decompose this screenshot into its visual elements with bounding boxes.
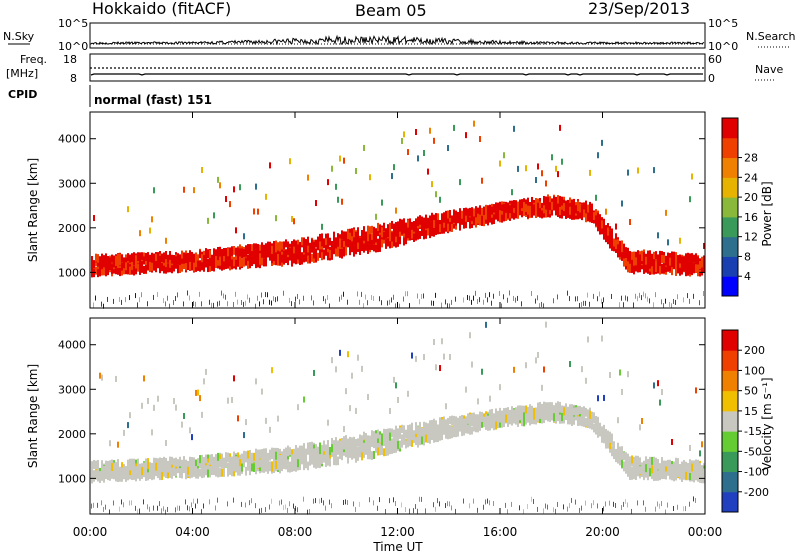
- x-tick-label: 00:00: [73, 525, 108, 539]
- x-tick-label: 08:00: [278, 525, 313, 539]
- freq-tick-bottom-right: 0: [708, 72, 715, 85]
- x-tick-label: 04:00: [175, 525, 210, 539]
- date-title: 23/Sep/2013: [588, 0, 690, 18]
- nsearch-label: N.Search: [746, 30, 796, 43]
- velocity-colorbar-label: Velocity [m s⁻¹]: [760, 377, 774, 470]
- velocity-ylabel: Slant Range [km]: [26, 364, 40, 468]
- colorbar-tick-label: 200: [744, 344, 765, 357]
- cpid-text: normal (fast) 151: [94, 93, 212, 107]
- nsky-panel: N.Sky 10^5 10^0 10^5 10^0 N.Search: [3, 17, 796, 53]
- station-title: Hokkaido (fitACF): [92, 0, 231, 18]
- nsky-tick-bottom-right: 10^0: [708, 40, 738, 53]
- x-tick-label: 00:00: [688, 525, 723, 539]
- colorbar-tick-label: 8: [744, 250, 751, 263]
- nsky-tick-top-left: 10^5: [58, 17, 88, 30]
- colorbar-tick-label: 28: [744, 152, 758, 165]
- colorbar-tick-label: 50: [744, 385, 758, 398]
- freq-tick-top-right: 60: [708, 53, 722, 66]
- nsky-tick-bottom-left: 10^0: [58, 40, 88, 53]
- x-tick-label: 20:00: [585, 525, 620, 539]
- colorbar-tick-label: 20: [744, 191, 758, 204]
- power-colorbar-label: Power [dB]: [760, 181, 774, 246]
- colorbar-tick-label: -50: [744, 445, 762, 458]
- colorbar-tick-label: -200: [744, 486, 769, 499]
- y-tick-label: 3000: [58, 383, 86, 396]
- y-tick-label: 4000: [58, 339, 86, 352]
- power-ylabel: Slant Range [km]: [26, 158, 40, 262]
- colorbar-tick-label: 15: [744, 405, 758, 418]
- y-tick-label: 3000: [58, 177, 86, 190]
- x-tick-label: 16:00: [483, 525, 518, 539]
- colorbar-tick-label: -15: [744, 425, 762, 438]
- freq-tick-top-left: 18: [63, 53, 77, 66]
- x-axis-label: Time UT: [372, 540, 423, 554]
- cpid-panel: CPID normal (fast) 151: [8, 85, 212, 107]
- velocity-panel: 1000 2000 3000 4000 Slant Range [km] 200 100…: [26, 317, 774, 515]
- freq-unit: [MHz]: [6, 67, 38, 80]
- freq-label: Freq.: [20, 53, 47, 66]
- colorbar-tick-label: 16: [744, 211, 758, 224]
- freq-tick-bottom-left: 8: [70, 72, 77, 85]
- y-tick-label: 4000: [58, 133, 86, 146]
- beam-title: Beam 05: [355, 1, 427, 20]
- x-axis: 00:00 04:00 08:00 12:00 16:00 20:00 00:00: [73, 112, 723, 539]
- colorbar-tick-label: 4: [744, 270, 751, 283]
- y-tick-label: 2000: [58, 428, 86, 441]
- y-tick-label: 1000: [58, 266, 86, 279]
- colorbar-tick-label: 100: [744, 364, 765, 377]
- x-tick-label: 12:00: [380, 525, 415, 539]
- nsky-tick-top-right: 10^5: [708, 17, 738, 30]
- nave-label: Nave: [755, 63, 783, 76]
- y-tick-label: 2000: [58, 222, 86, 235]
- colorbar-tick-label: 24: [744, 171, 758, 184]
- colorbar-tick-label: 12: [744, 231, 758, 244]
- power-panel: 1000 2000 3000 4000 Slant Range [km] 4 8 12 16…: [26, 111, 774, 309]
- y-tick-label: 1000: [58, 472, 86, 485]
- nsky-label: N.Sky: [3, 30, 35, 43]
- freq-panel: Freq. [MHz] 18 8 60 0 Nave: [6, 53, 783, 85]
- colorbar-tick-label: -100: [744, 466, 769, 479]
- cpid-label: CPID: [8, 88, 37, 101]
